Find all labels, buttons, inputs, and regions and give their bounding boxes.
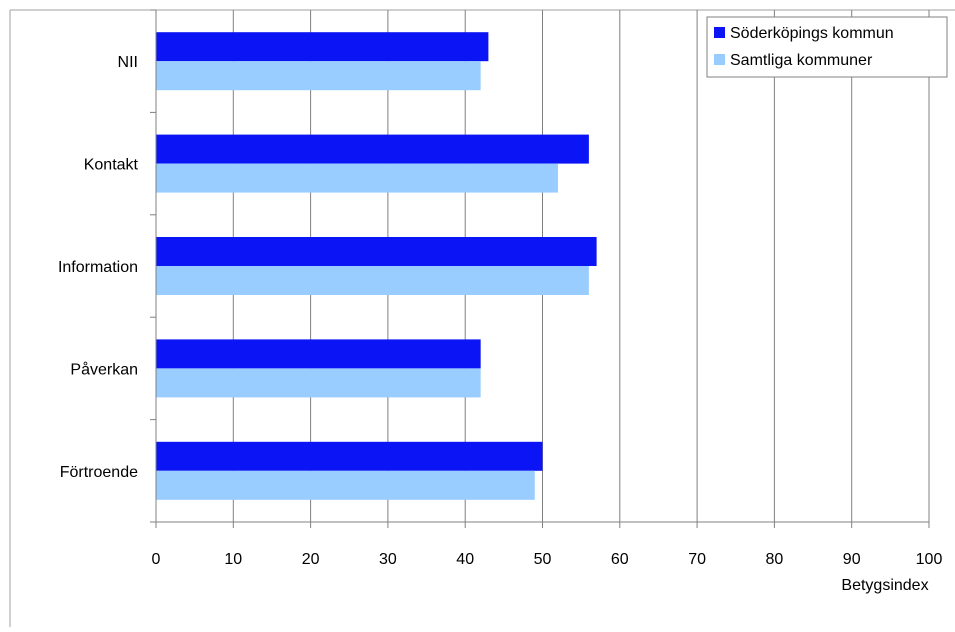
x-tick-label: 50 xyxy=(534,551,552,568)
x-tick-label: 100 xyxy=(916,551,943,568)
chart-border xyxy=(9,9,955,627)
bars xyxy=(156,32,597,500)
x-tick-label: 0 xyxy=(152,551,161,568)
category-label: NII xyxy=(118,54,138,71)
x-tick-label: 40 xyxy=(456,551,474,568)
x-tick-label: 90 xyxy=(843,551,861,568)
x-tick-labels: 0 10 20 30 40 50 60 70 80 90 100 xyxy=(152,551,943,568)
legend-items: Söderköpings kommun Samtliga kommuner xyxy=(714,25,894,69)
legend: Söderköpings kommun Samtliga kommuner xyxy=(706,16,948,78)
category-label: Förtroende xyxy=(60,464,138,481)
category-label: Kontakt xyxy=(84,157,139,174)
bar xyxy=(156,163,558,193)
legend-label: Söderköpings kommun xyxy=(730,25,894,42)
bar xyxy=(156,266,589,295)
bar xyxy=(156,61,481,91)
category-labels: NII Kontakt Information Påverkan Förtroende xyxy=(58,54,139,481)
bar xyxy=(156,470,535,500)
bar xyxy=(156,237,597,266)
x-axis-title: Betygsindex xyxy=(841,577,928,594)
bar xyxy=(156,134,589,164)
x-tick-label: 80 xyxy=(766,551,784,568)
bar xyxy=(156,32,489,62)
legend-swatch xyxy=(714,27,725,38)
x-tick-label: 70 xyxy=(688,551,706,568)
x-tick-label: 20 xyxy=(302,551,320,568)
legend-label: Samtliga kommuner xyxy=(730,52,873,69)
x-tick-label: 30 xyxy=(379,551,397,568)
category-label: Information xyxy=(58,259,138,276)
bar xyxy=(156,339,481,369)
category-label: Påverkan xyxy=(70,360,138,378)
axes xyxy=(150,9,929,523)
bar xyxy=(156,441,543,471)
legend-box xyxy=(706,16,948,78)
legend-swatch xyxy=(714,54,725,65)
x-tick-label: 10 xyxy=(224,551,242,568)
x-tick-label: 60 xyxy=(611,551,629,568)
bar xyxy=(156,368,481,398)
